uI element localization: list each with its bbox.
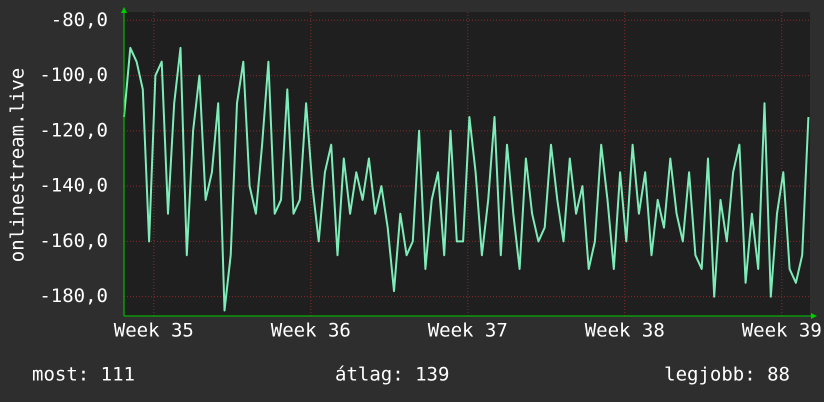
y-axis-label: onlinestream.live — [7, 68, 29, 262]
x-tick-label: Week 38 — [585, 320, 665, 342]
stat-best: legjobb: 88 — [664, 364, 790, 386]
x-tick-label: Week 39 — [742, 320, 822, 342]
y-tick-label: -180,0 — [39, 285, 108, 307]
y-tick-label: -100,0 — [39, 64, 108, 86]
y-tick-label: -80,0 — [51, 9, 108, 31]
stat-current: most: 111 — [32, 364, 135, 386]
x-tick-label: Week 37 — [428, 320, 508, 342]
y-tick-label: -120,0 — [39, 119, 108, 141]
x-tick-label: Week 36 — [271, 320, 351, 342]
y-tick-label: -140,0 — [39, 175, 108, 197]
y-tick-label: -160,0 — [39, 230, 108, 252]
x-tick-label: Week 35 — [114, 320, 194, 342]
x-axis-arrow — [811, 313, 817, 319]
series-line — [123, 46, 810, 312]
y-axis-arrow — [121, 7, 127, 13]
stat-average: átlag: 139 — [335, 364, 449, 386]
